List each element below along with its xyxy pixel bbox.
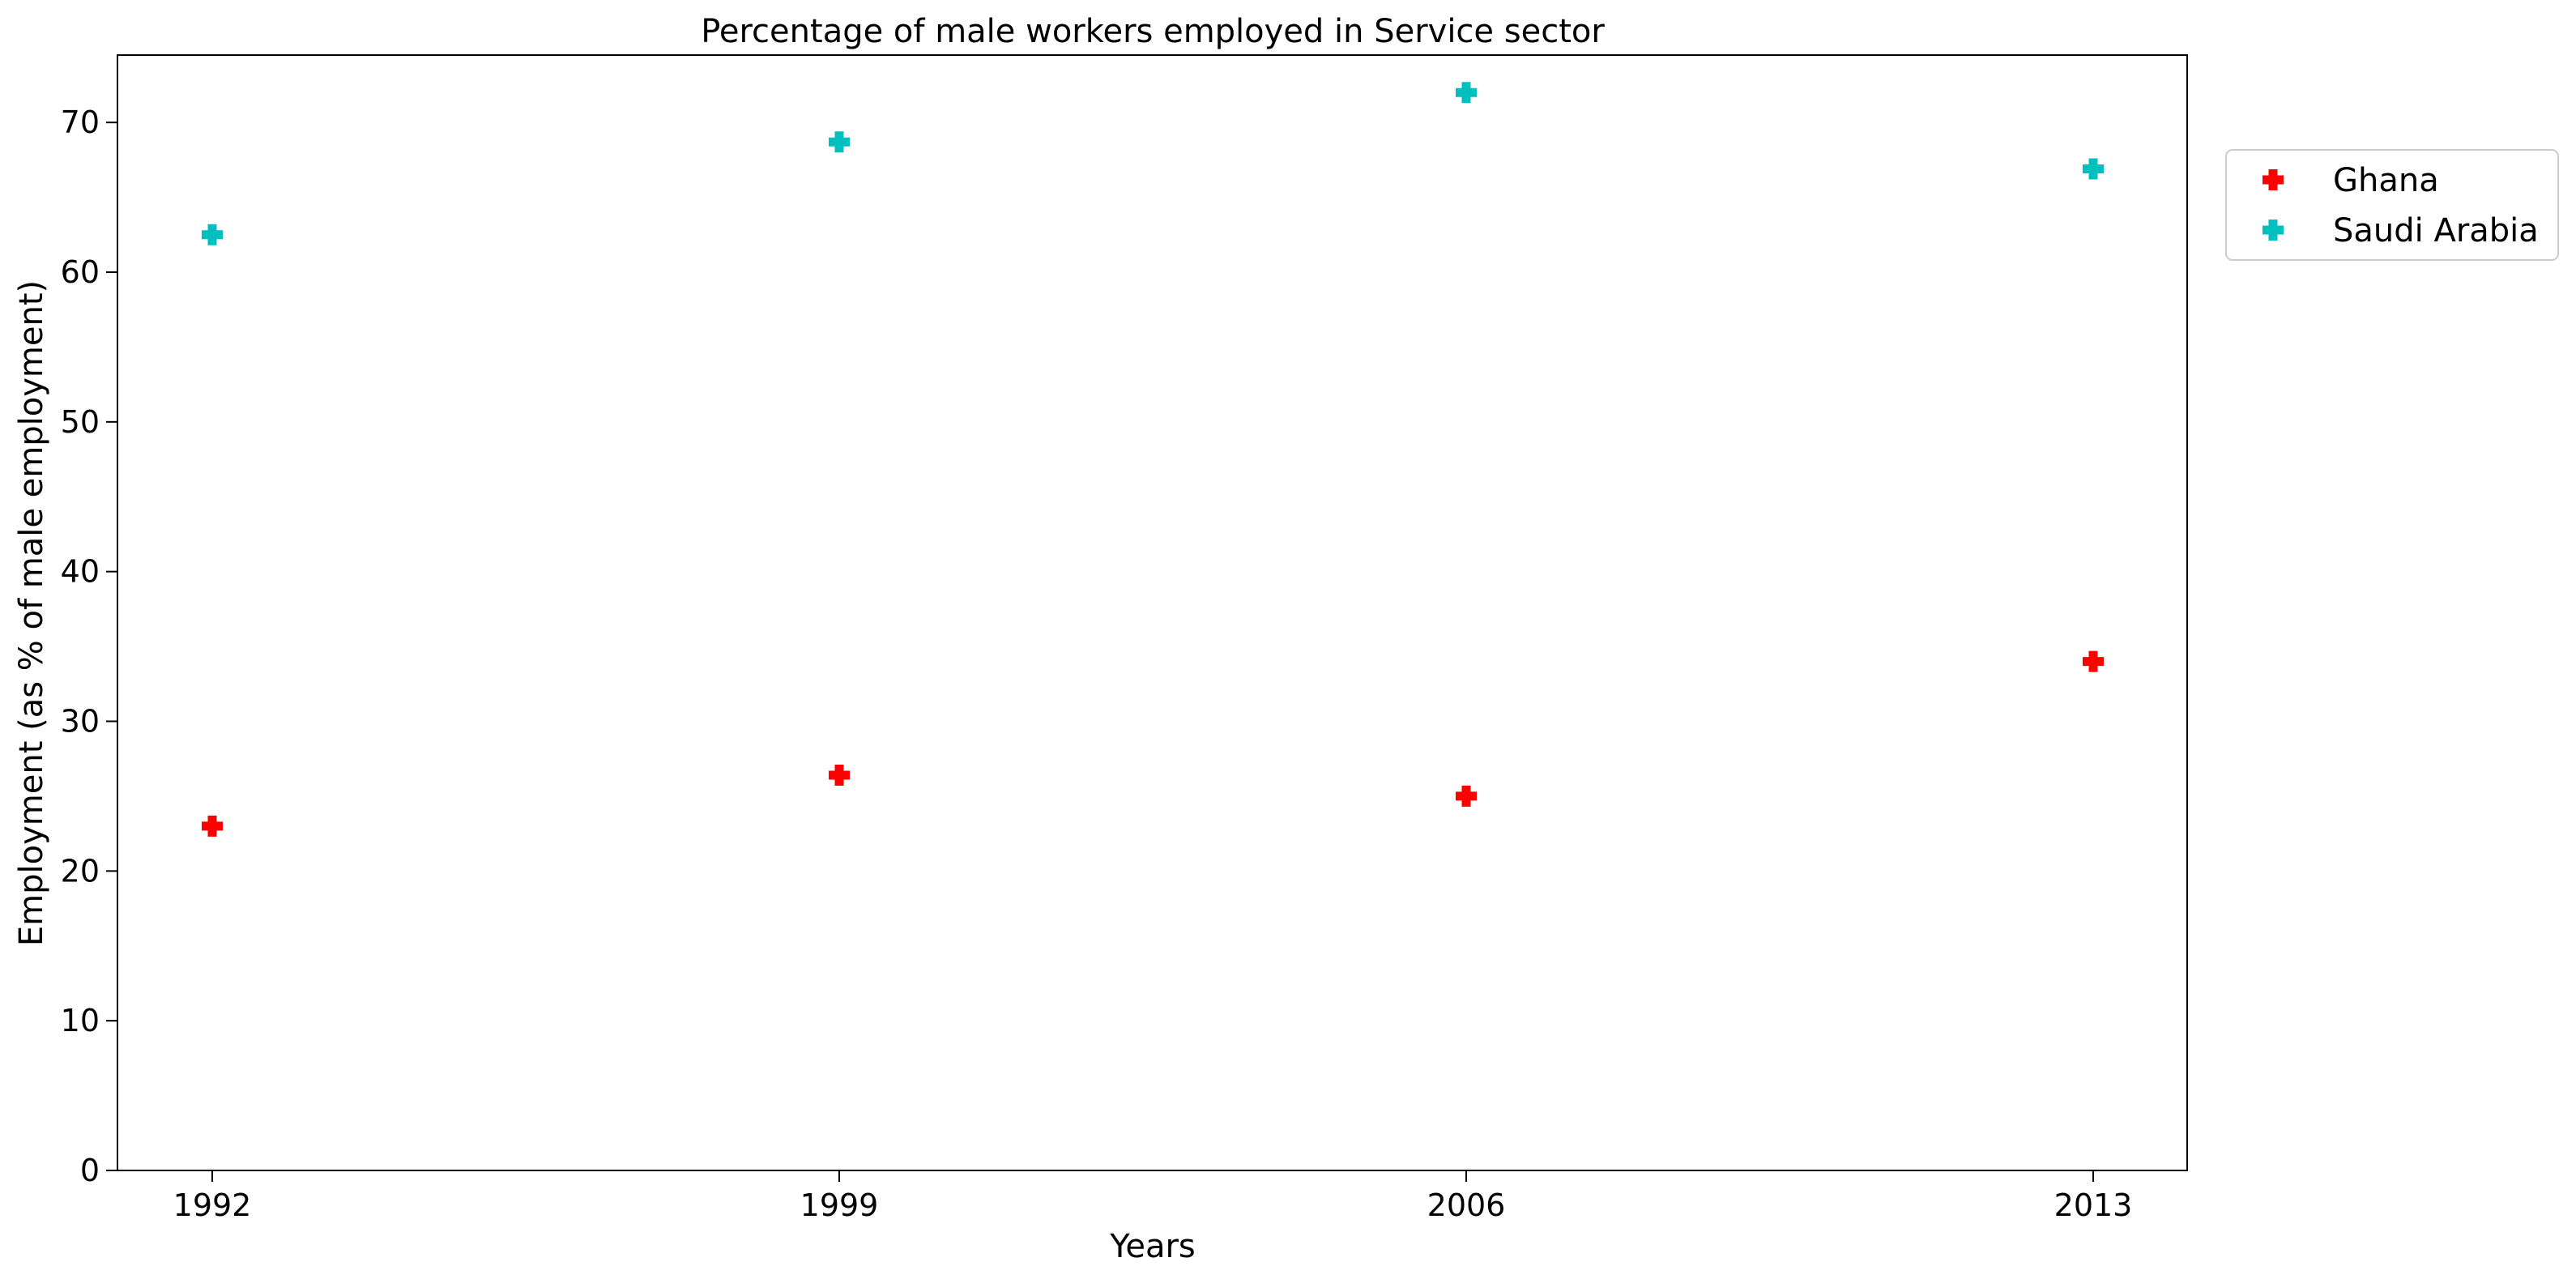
y-tick-label: 50: [61, 404, 100, 440]
legend-box: [2225, 149, 2559, 261]
x-tick-label: 1999: [800, 1187, 879, 1223]
plot-area: [117, 54, 2188, 1171]
data-point-saudi-arabia: [202, 224, 223, 245]
x-tick-label: 1992: [173, 1187, 252, 1223]
data-point-ghana: [1456, 785, 1477, 807]
data-points: [202, 82, 2104, 837]
data-point-ghana: [2083, 650, 2104, 672]
legend: Ghana Saudi Arabia: [2225, 149, 2559, 261]
x-tick-label: 2006: [1427, 1187, 1506, 1223]
data-point-saudi-arabia: [829, 131, 850, 153]
data-point-ghana: [829, 765, 850, 787]
y-tick-label: 30: [61, 704, 100, 740]
x-axis-label: Years: [1109, 1228, 1196, 1265]
y-tick-label: 40: [61, 554, 100, 590]
y-tick-label: 10: [61, 1003, 100, 1038]
chart-title: Percentage of male workers employed in S…: [701, 13, 1605, 50]
y-tick-label: 60: [61, 254, 100, 290]
legend-label: Ghana: [2333, 162, 2439, 199]
data-point-saudi-arabia: [1456, 82, 1477, 104]
data-point-saudi-arabia: [2083, 158, 2104, 180]
legend-marker: [2263, 169, 2284, 190]
y-tick-label: 70: [61, 104, 100, 140]
y-tick-label: 20: [61, 853, 100, 889]
y-axis: 0 10 20 30 40 50 60 70: [61, 104, 117, 1188]
data-point-ghana: [202, 815, 223, 837]
legend-marker: [2263, 220, 2284, 241]
legend-label: Saudi Arabia: [2333, 212, 2539, 249]
x-tick-label: 2013: [2054, 1187, 2133, 1223]
x-axis: 1992 1999 2006 2013: [173, 1170, 2133, 1223]
y-axis-label: Employment (as % of male employment): [13, 280, 50, 946]
y-tick-label: 0: [80, 1153, 100, 1188]
